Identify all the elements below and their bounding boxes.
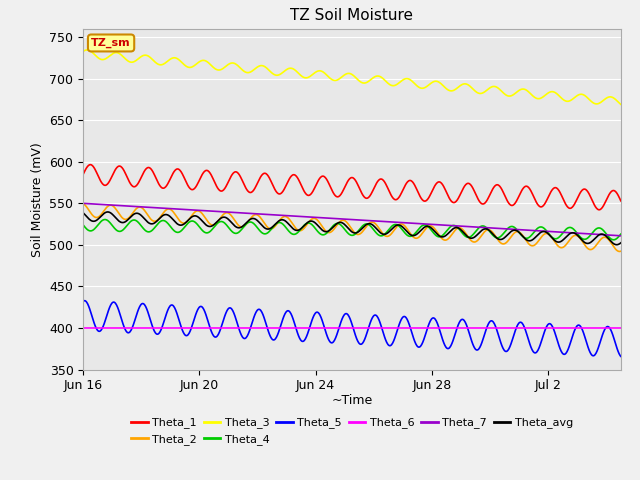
Theta_avg xyxy=(499,236,507,241)
Theta_avg xyxy=(79,210,87,216)
Theta_2 xyxy=(449,231,456,237)
Theta_4 xyxy=(610,237,618,243)
Theta_1 xyxy=(79,171,87,177)
Theta_7 xyxy=(449,223,456,228)
Line: Theta_3: Theta_3 xyxy=(83,50,621,104)
Theta_4 xyxy=(317,231,324,237)
Theta_7 xyxy=(499,226,506,231)
Theta_3 xyxy=(298,73,305,79)
Theta_4 xyxy=(79,222,87,228)
Theta_1 xyxy=(449,200,457,205)
Theta_7 xyxy=(316,215,324,220)
Y-axis label: Soil Moisture (mV): Soil Moisture (mV) xyxy=(31,142,44,257)
Theta_5 xyxy=(499,345,507,351)
Line: Theta_1: Theta_1 xyxy=(83,165,621,210)
Theta_2 xyxy=(297,228,305,234)
Theta_6 xyxy=(134,325,142,331)
Theta_6 xyxy=(449,325,456,331)
Theta_5 xyxy=(298,338,305,344)
Theta_1 xyxy=(298,182,305,188)
X-axis label: ~Time: ~Time xyxy=(332,394,372,407)
Theta_2 xyxy=(79,201,87,206)
Line: Theta_avg: Theta_avg xyxy=(83,212,621,245)
Theta_4 xyxy=(101,216,109,222)
Theta_2 xyxy=(499,241,506,247)
Theta_4 xyxy=(449,223,457,228)
Theta_1 xyxy=(617,198,625,204)
Theta_2 xyxy=(617,248,625,254)
Theta_7 xyxy=(508,227,516,232)
Theta_2 xyxy=(316,220,324,226)
Theta_5 xyxy=(317,313,324,319)
Theta_avg xyxy=(612,242,620,248)
Theta_6 xyxy=(316,325,324,331)
Theta_3 xyxy=(509,92,516,98)
Theta_7 xyxy=(617,233,625,239)
Theta_3 xyxy=(317,68,324,74)
Theta_6 xyxy=(508,325,516,331)
Line: Theta_4: Theta_4 xyxy=(83,219,621,240)
Theta_6 xyxy=(617,325,625,331)
Theta_avg xyxy=(449,226,457,232)
Theta_5 xyxy=(449,338,457,344)
Theta_5 xyxy=(509,336,516,342)
Theta_4 xyxy=(298,226,305,231)
Theta_4 xyxy=(509,224,516,229)
Theta_3 xyxy=(449,88,457,94)
Theta_3 xyxy=(617,101,625,107)
Theta_7 xyxy=(297,214,305,219)
Theta_7 xyxy=(134,204,142,210)
Theta_7 xyxy=(79,201,87,206)
Theta_4 xyxy=(617,231,625,237)
Text: TZ_sm: TZ_sm xyxy=(92,38,131,48)
Theta_5 xyxy=(79,299,87,304)
Theta_2 xyxy=(616,249,623,254)
Theta_6 xyxy=(297,325,305,331)
Theta_3 xyxy=(79,48,87,54)
Theta_avg xyxy=(298,226,305,231)
Theta_6 xyxy=(79,325,87,331)
Theta_3 xyxy=(135,56,143,61)
Line: Theta_5: Theta_5 xyxy=(83,300,621,356)
Theta_1 xyxy=(499,189,507,194)
Theta_avg xyxy=(617,240,625,246)
Theta_avg xyxy=(135,211,143,216)
Theta_4 xyxy=(135,220,143,226)
Theta_1 xyxy=(595,207,603,213)
Theta_6 xyxy=(499,325,506,331)
Theta_5 xyxy=(135,306,143,312)
Theta_1 xyxy=(317,175,324,180)
Theta_1 xyxy=(135,180,143,185)
Theta_avg xyxy=(104,209,112,215)
Theta_avg xyxy=(509,228,516,233)
Theta_4 xyxy=(499,231,507,237)
Theta_1 xyxy=(86,162,94,168)
Theta_5 xyxy=(81,298,89,303)
Theta_3 xyxy=(83,47,91,53)
Title: TZ Soil Moisture: TZ Soil Moisture xyxy=(291,9,413,24)
Line: Theta_7: Theta_7 xyxy=(83,204,621,236)
Theta_2 xyxy=(508,232,516,238)
Theta_avg xyxy=(317,226,324,231)
Theta_5 xyxy=(617,353,625,359)
Theta_1 xyxy=(509,203,516,208)
Theta_3 xyxy=(499,90,507,96)
Line: Theta_2: Theta_2 xyxy=(83,204,621,252)
Legend: Theta_1, Theta_2, Theta_3, Theta_4, Theta_5, Theta_6, Theta_7, Theta_avg: Theta_1, Theta_2, Theta_3, Theta_4, Thet… xyxy=(127,413,577,449)
Theta_2 xyxy=(134,204,142,210)
